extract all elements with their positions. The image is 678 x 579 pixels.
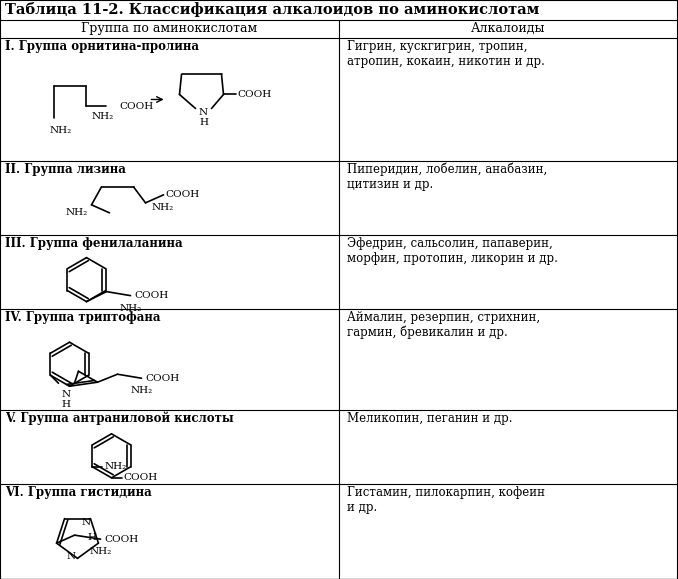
- Text: Аймалин, резерпин, стрихнин,
гармин, бревикалин и др.: Аймалин, резерпин, стрихнин, гармин, бре…: [347, 310, 540, 339]
- Text: N: N: [66, 552, 75, 561]
- Text: N: N: [62, 390, 71, 399]
- Text: II. Группа лизина: II. Группа лизина: [5, 163, 126, 176]
- Text: N: N: [199, 108, 208, 118]
- Text: H: H: [62, 400, 71, 409]
- Text: COOH: COOH: [119, 102, 154, 111]
- Text: Алкалоиды: Алкалоиды: [471, 22, 546, 35]
- Text: Таблица 11-2. Классификация алкалоидов по аминокислотам: Таблица 11-2. Классификация алкалоидов п…: [5, 2, 540, 17]
- Text: NH₂: NH₂: [89, 547, 112, 556]
- Text: Меликопин, пеганин и др.: Меликопин, пеганин и др.: [347, 412, 513, 425]
- Bar: [0, 0, 678, 20]
- Text: COOH: COOH: [146, 373, 180, 383]
- Text: NH₂: NH₂: [130, 386, 153, 395]
- Text: NH₂: NH₂: [92, 112, 114, 122]
- Text: IV. Группа триптофана: IV. Группа триптофана: [5, 310, 161, 324]
- Text: NH₂: NH₂: [49, 126, 72, 135]
- Text: V. Группа антраниловой кислоты: V. Группа антраниловой кислоты: [5, 412, 234, 426]
- Text: NH₂: NH₂: [65, 208, 87, 217]
- Text: VI. Группа гистидина: VI. Группа гистидина: [5, 486, 152, 499]
- Text: Гигрин, кускгигрин, тропин,
атропин, кокаин, никотин и др.: Гигрин, кускгигрин, тропин, атропин, кок…: [347, 40, 545, 68]
- Text: I. Группа орнитина-пролина: I. Группа орнитина-пролина: [5, 40, 199, 53]
- Text: COOH: COOH: [134, 291, 169, 300]
- Text: NH₂: NH₂: [104, 462, 127, 471]
- Text: Пиперидин, лобелин, анабазин,
цитизин и др.: Пиперидин, лобелин, анабазин, цитизин и …: [347, 163, 547, 192]
- Text: COOH: COOH: [123, 473, 158, 482]
- Text: NH₂: NH₂: [151, 203, 174, 212]
- Text: NH₂: NH₂: [119, 303, 142, 313]
- Text: Группа по аминокислотам: Группа по аминокислотам: [81, 22, 258, 35]
- Text: COOH: COOH: [237, 90, 272, 99]
- Text: Гистамин, пилокарпин, кофеин
и др.: Гистамин, пилокарпин, кофеин и др.: [347, 486, 545, 514]
- Text: Эфедрин, сальсолин, папаверин,
морфин, протопин, ликорин и др.: Эфедрин, сальсолин, папаверин, морфин, п…: [347, 237, 558, 265]
- Text: N: N: [81, 518, 90, 527]
- Text: H: H: [88, 533, 97, 541]
- Text: COOH: COOH: [165, 190, 200, 199]
- Text: H: H: [199, 119, 208, 127]
- Text: COOH: COOH: [104, 534, 139, 544]
- Text: III. Группа фенилаланина: III. Группа фенилаланина: [5, 237, 182, 250]
